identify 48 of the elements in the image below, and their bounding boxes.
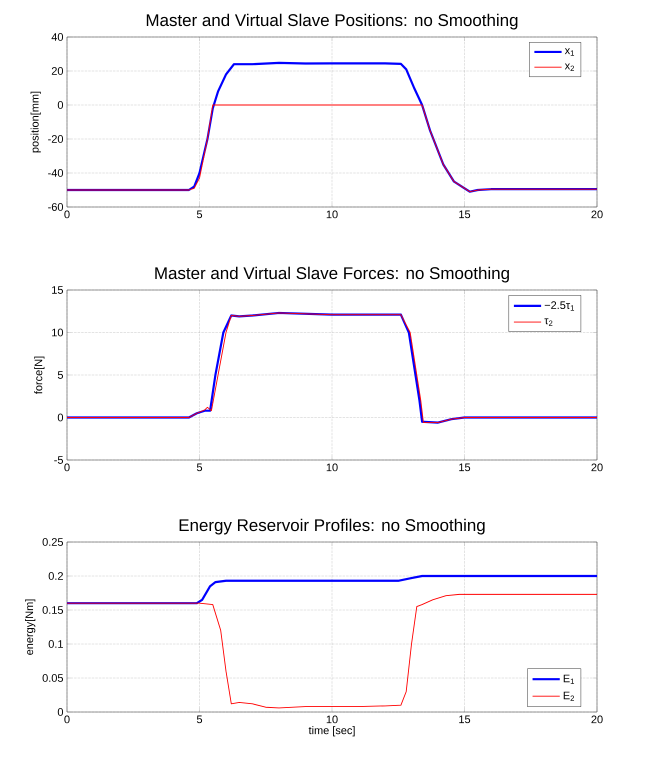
y-tick-label: 0 [58, 414, 64, 422]
line-series [67, 104, 598, 192]
x-tick-label: 0 [64, 464, 70, 472]
chart-title: Master and Virtual Slave Positions: no Smoothing [146, 14, 518, 30]
y-tick-label: 0 [58, 708, 64, 716]
chart-title: Master and Virtual Slave Forces: no Smoothing [155, 266, 509, 282]
x-tick-label: 5 [196, 464, 202, 472]
y-tick-label: 0.05 [42, 674, 64, 682]
legend-label: x$_{1}$ [564, 48, 574, 56]
x-tick-label: 15 [459, 716, 470, 724]
legend-label: E$_{2}$ [564, 692, 574, 701]
x-tick-label: 20 [591, 464, 603, 472]
y-tick-label: 0.15 [42, 606, 64, 614]
x-axis-title: time [sec] [308, 726, 355, 736]
y-tick-label: 10 [52, 328, 64, 336]
legend-label: τ$_{2}$ [544, 318, 552, 326]
y-axis-title: position[mm] [30, 92, 41, 152]
y-axis-title: energy[Nm] [25, 599, 36, 655]
legend-label: E$_{1}$ [564, 674, 574, 684]
y-tick-label: -20 [48, 135, 64, 143]
x-tick-label: 10 [326, 716, 338, 724]
y-tick-label: -60 [48, 203, 64, 211]
x-tick-label: 20 [591, 210, 603, 218]
x-tick-label: 20 [591, 716, 603, 724]
y-tick-label: 0.25 [42, 538, 64, 546]
line-series [67, 62, 598, 193]
y-tick-label: -40 [48, 169, 64, 177]
x-tick-label: 5 [196, 716, 202, 724]
y-tick-label: 0.2 [48, 572, 63, 580]
y-tick-label: 40 [52, 33, 64, 41]
y-tick-label: 0 [58, 101, 64, 109]
y-tick-label: 20 [52, 67, 64, 75]
chart-title: Energy Reservoir Profiles: no Smoothing [180, 518, 485, 535]
x-tick-label: 15 [459, 210, 470, 218]
line-series [67, 574, 598, 604]
x-tick-label: 10 [326, 464, 338, 472]
x-tick-label: 0 [64, 716, 70, 724]
y-tick-label: 15 [52, 286, 64, 294]
legend-label: −2.5τ$_{1}$ [544, 301, 574, 311]
x-tick-label: 15 [459, 464, 470, 472]
y-tick-label: 0.1 [48, 640, 63, 648]
legend-label: x$_{2}$ [564, 64, 574, 71]
y-tick-label: 5 [58, 371, 64, 379]
x-tick-label: 5 [196, 210, 202, 218]
y-axis-title: force[N] [34, 356, 44, 394]
y-tick-label: -5 [54, 456, 64, 464]
x-tick-label: 0 [64, 210, 70, 218]
x-tick-label: 10 [326, 210, 338, 218]
